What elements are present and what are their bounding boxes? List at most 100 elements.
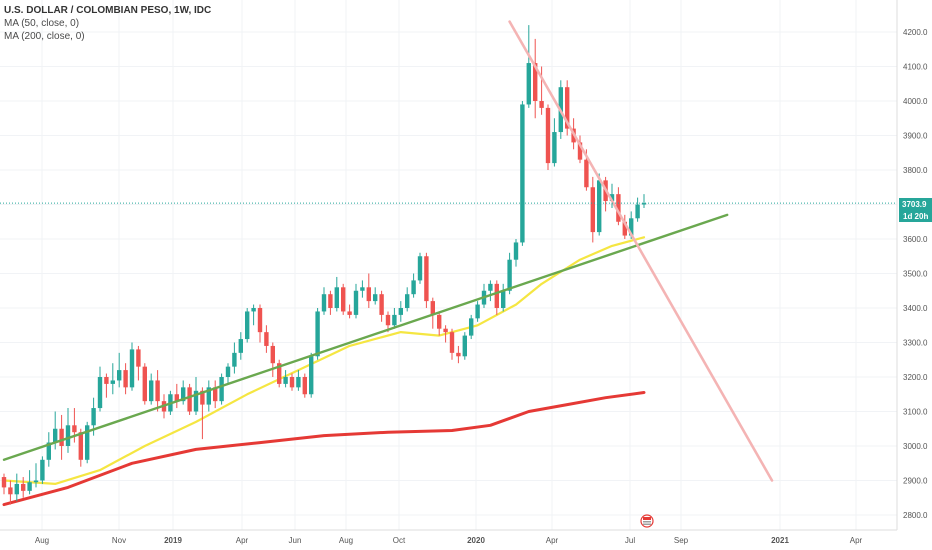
candle-body [609, 194, 615, 202]
y-tick-label: 3200.0 [903, 373, 928, 382]
ma-series-line [2, 391, 646, 507]
candle-body [475, 304, 480, 319]
candle-body [33, 480, 39, 483]
candle-body [149, 380, 154, 402]
candle-body [552, 132, 557, 164]
candle-body [334, 287, 339, 308]
candle-body [366, 287, 371, 302]
candle-body [309, 356, 314, 395]
candle-body [590, 187, 595, 233]
x-tick-label: 2021 [771, 536, 789, 545]
candle-body [577, 142, 583, 160]
y-tick-label: 2800.0 [903, 511, 928, 520]
x-tick-label: 2019 [164, 536, 182, 545]
candle-body [78, 432, 83, 460]
candle-body [296, 377, 301, 388]
y-tick-label: 3400.0 [903, 304, 928, 313]
candle-body [277, 363, 282, 384]
support-trendline [2, 213, 729, 461]
candle-body [46, 442, 51, 460]
candle-body [622, 221, 627, 236]
candle-body [347, 311, 352, 315]
candle-body [14, 483, 19, 495]
candle-body [584, 159, 589, 188]
x-tick-label: 2020 [467, 536, 485, 545]
candle-body [155, 380, 160, 402]
candle-body [225, 366, 231, 377]
x-tick-label: Aug [339, 536, 353, 545]
y-tick-label: 3100.0 [903, 408, 928, 417]
candle-body [392, 314, 397, 326]
event-icon[interactable] [640, 514, 654, 528]
candle-body [219, 377, 224, 402]
candle-body [379, 294, 384, 315]
x-tick-label: Aug [35, 536, 49, 545]
candle-body [545, 107, 551, 164]
last-price-label: 3703.9 [902, 200, 927, 209]
candle-body [238, 339, 243, 353]
y-tick-label: 3500.0 [903, 270, 928, 279]
y-tick-label: 3300.0 [903, 339, 928, 348]
candle-body [533, 63, 538, 101]
candle-body [629, 218, 634, 236]
candle-body [405, 294, 410, 308]
symbol-title[interactable]: U.S. DOLLAR / COLOMBIAN PESO, 1W, IDC [4, 5, 212, 16]
candle-body [65, 425, 71, 446]
candle-body [430, 301, 435, 315]
candle-body [411, 280, 416, 295]
ma200-legend[interactable]: MA (200, close, 0) [4, 31, 85, 42]
resistance-trendline [508, 20, 774, 482]
candle-body [91, 408, 96, 426]
candle-body [385, 314, 391, 326]
candle-body [360, 287, 365, 291]
candle-body [129, 349, 135, 388]
candle-body [59, 428, 64, 446]
last-price-tag: 3703.9 1d 20h [899, 198, 932, 222]
x-tick-label: Sep [674, 536, 689, 545]
candle-body [520, 104, 525, 243]
candle-body [616, 194, 621, 222]
candle-body [181, 387, 186, 402]
candle-body [501, 290, 506, 308]
y-tick-label: 3800.0 [903, 166, 928, 175]
candle-body [443, 328, 448, 333]
candle-body [283, 377, 288, 384]
candle-body [437, 314, 442, 329]
y-tick-label: 4100.0 [903, 63, 928, 72]
candle-body [245, 311, 250, 340]
candle-body [213, 387, 218, 402]
ma50-legend[interactable]: MA (50, close, 0) [4, 18, 80, 29]
candle-body [72, 425, 77, 433]
x-tick-label: Apr [850, 536, 863, 545]
candle-body [174, 394, 179, 402]
candle-body [302, 377, 307, 395]
x-tick-label: Nov [112, 536, 126, 545]
candle-body [373, 294, 378, 302]
candle-body [526, 63, 531, 105]
candle-body [449, 332, 455, 353]
candle-body [417, 256, 423, 281]
candle-body [123, 370, 128, 388]
candle-body [513, 242, 519, 260]
x-tick-label: Oct [393, 536, 406, 545]
candle-body [117, 370, 122, 381]
candle-body [321, 294, 327, 312]
candle-body [104, 377, 109, 384]
candle-body [539, 101, 544, 108]
y-tick-label: 3600.0 [903, 235, 928, 244]
candle-body [341, 287, 346, 312]
candle-body [53, 428, 58, 443]
candle-body [270, 345, 275, 364]
x-tick-label: Jul [625, 536, 635, 545]
candle-body [398, 308, 403, 315]
candle-body [462, 335, 467, 357]
candle-body [257, 308, 263, 333]
candle-body [193, 390, 199, 412]
candle-body [641, 203, 647, 205]
candle-body [494, 283, 499, 308]
y-tick-label: 3900.0 [903, 132, 928, 141]
trendlines[interactable] [2, 20, 774, 482]
candle-body [251, 308, 256, 312]
candle-body [635, 204, 640, 219]
